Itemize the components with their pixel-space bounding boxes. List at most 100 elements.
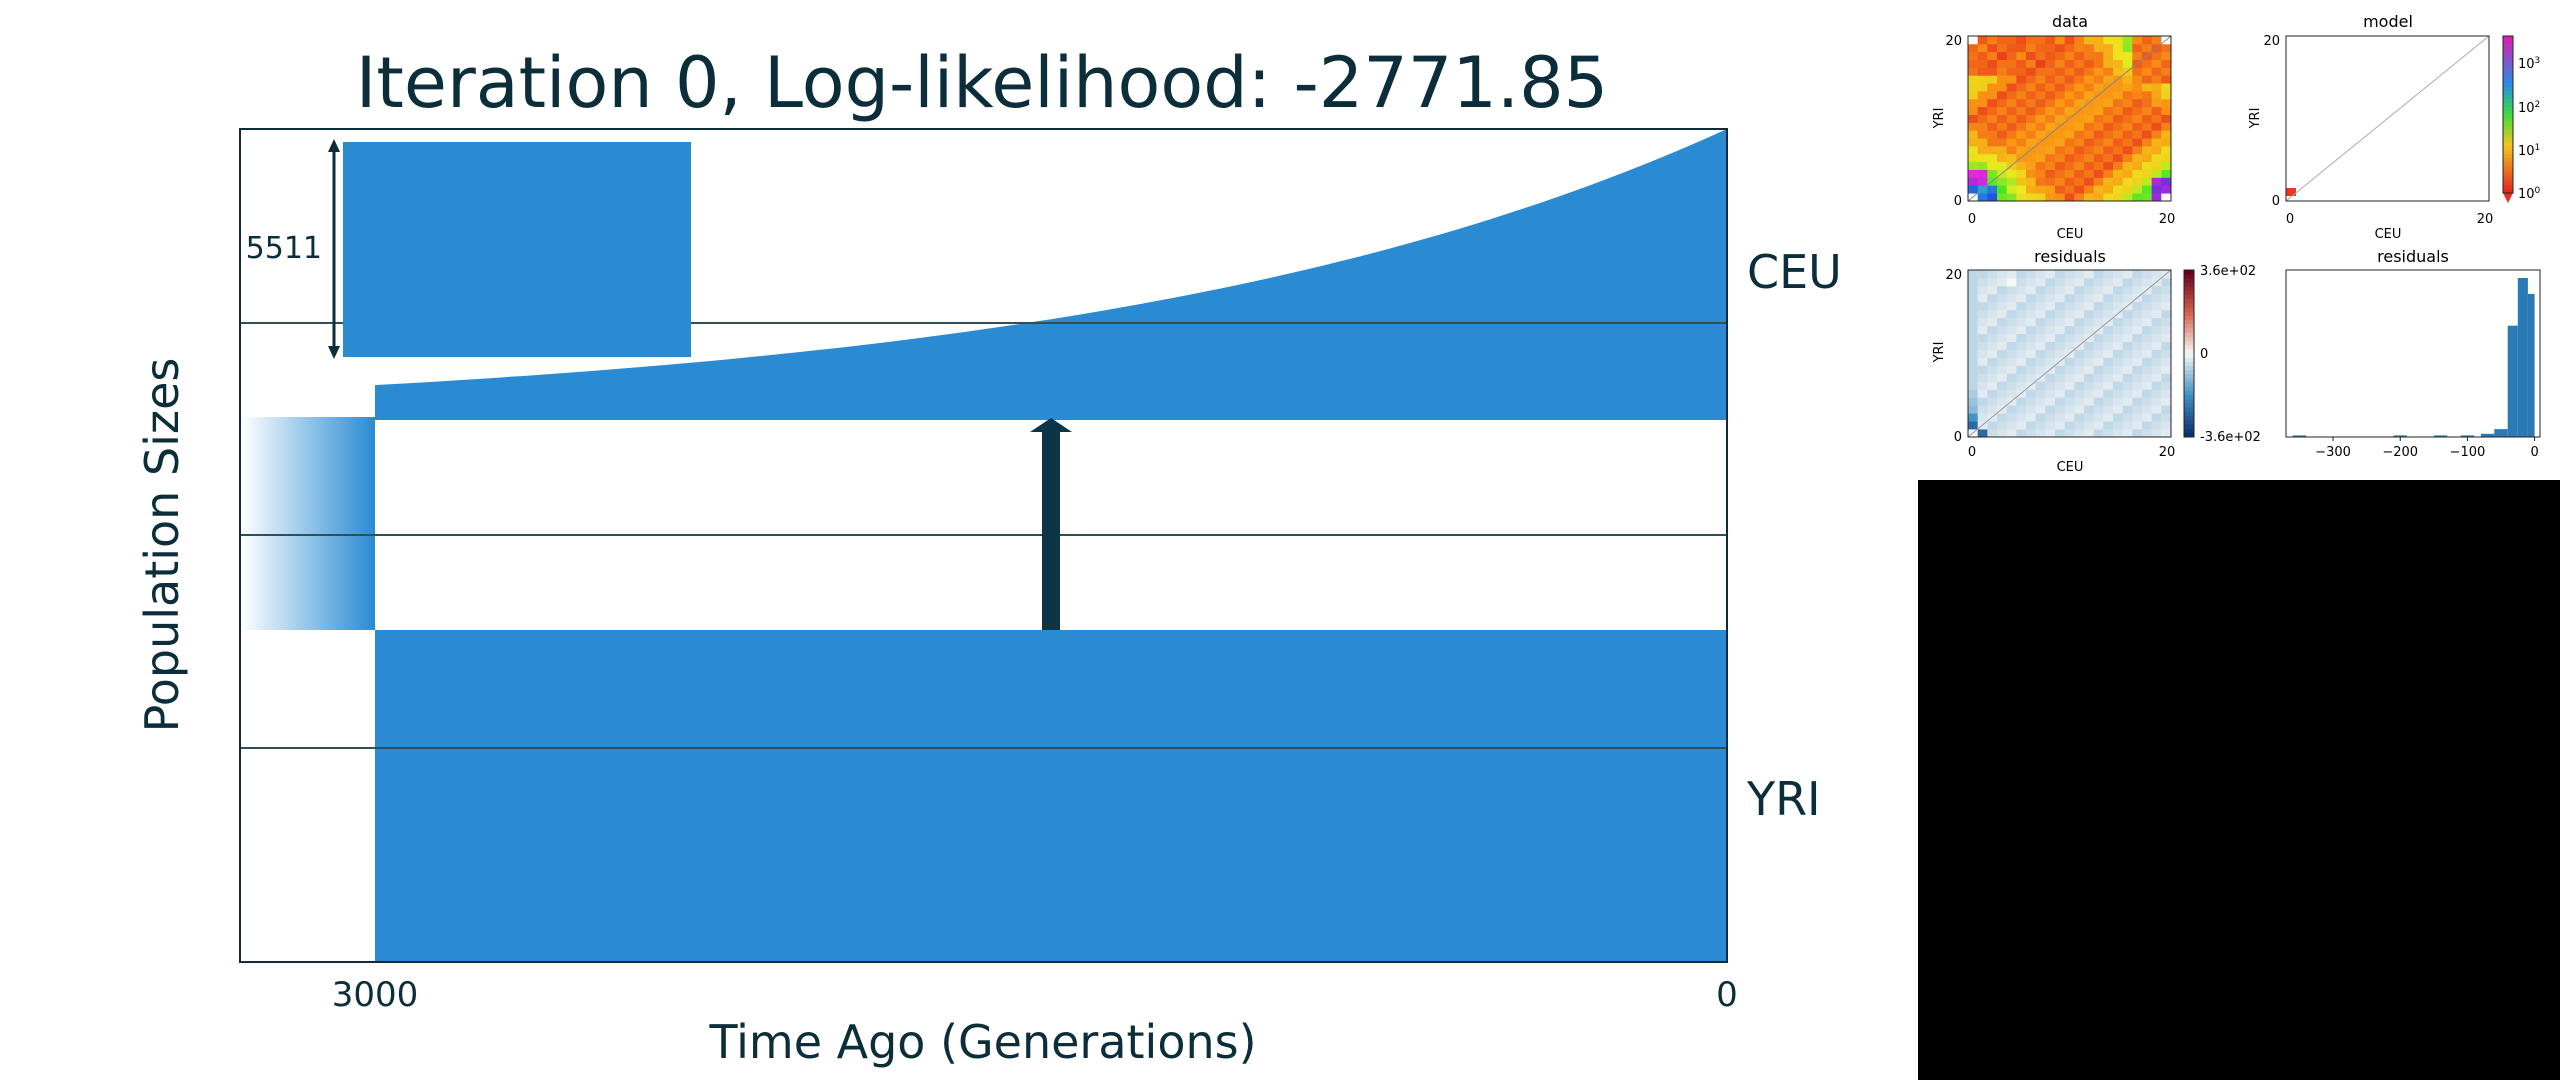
heatmap-cell: [2113, 130, 2124, 139]
heatmap-cell: [2132, 301, 2143, 311]
residuals-colorbar: [2184, 270, 2194, 438]
heatmap-cell: [2035, 285, 2046, 295]
heatmap-cell: [2122, 106, 2133, 115]
heatmap-cell: [2084, 106, 2095, 115]
heatmap-cell: [1997, 161, 2008, 170]
heatmap-cell: [2006, 153, 2017, 163]
heatmap-cell: [2132, 309, 2143, 319]
heatmap-cell: [2006, 325, 2017, 335]
heatmap-cell: [1977, 293, 1988, 303]
heatmap-cell: [2084, 301, 2095, 311]
heatmap-cell: [2122, 185, 2133, 194]
heatmap-cell: [2132, 98, 2143, 108]
heatmap-cell: [2142, 36, 2153, 45]
colorbar-segment: [2184, 357, 2194, 363]
heatmap-cell: [2006, 293, 2017, 303]
y-tick-label: 0: [2272, 194, 2280, 209]
residuals-heatmap: [1968, 270, 2172, 438]
heatmap-cell: [2016, 285, 2027, 295]
heatmap-cell: [2151, 381, 2162, 390]
y-tick-label: 0: [1954, 430, 1962, 445]
model-colorbar: [2503, 36, 2513, 194]
heatmap-cell: [1997, 389, 2008, 398]
heatmap-cell: [2093, 138, 2104, 147]
heatmap-cell: [2161, 67, 2172, 76]
histogram-bar: [2480, 433, 2495, 437]
x-tick-label: 0: [1716, 975, 1738, 1015]
heatmap-cell: [2161, 341, 2172, 350]
heatmap-cell: [2084, 193, 2095, 202]
heatmap-cell: [2016, 341, 2027, 350]
heatmap-cell: [2074, 67, 2085, 76]
heatmap-cell: [1977, 91, 1988, 100]
heatmap-cell: [2074, 405, 2085, 414]
heatmap-cell: [2006, 381, 2017, 390]
heatmap-cell: [2064, 153, 2075, 163]
y-tick-label: 0: [1954, 194, 1962, 209]
heatmap-cell: [2006, 357, 2017, 366]
model-cell: [2286, 188, 2296, 196]
heatmap-cell: [2055, 36, 2066, 45]
heatmap-cell: [1977, 177, 1988, 186]
heatmap-cell: [1968, 373, 1979, 382]
heatmap-cell: [2113, 153, 2124, 163]
heatmap-cell: [2122, 161, 2133, 170]
heatmap-cell: [2074, 185, 2085, 194]
heatmap-cell: [2161, 389, 2172, 398]
heatmap-cell: [2142, 301, 2153, 311]
heatmap-cell: [2161, 309, 2172, 319]
heatmap-cell: [2161, 193, 2172, 202]
scale-bar-label: 5511: [246, 231, 322, 266]
migration-arrow-shaft: [1042, 428, 1060, 630]
heatmap-cell: [1987, 169, 1998, 178]
heatmap-cell: [1977, 122, 1988, 131]
heatmap-cell: [2074, 177, 2085, 186]
heatmap-cell: [2151, 429, 2162, 438]
heatmap-cell: [2093, 365, 2104, 374]
heatmap-cell: [2142, 122, 2153, 131]
heatmap-cell: [2161, 59, 2172, 68]
heatmap-cell: [2093, 153, 2104, 163]
heatmap-cell: [2113, 177, 2124, 186]
colorbar-segment: [2184, 391, 2194, 396]
heatmap-cell: [2151, 357, 2162, 366]
heatmap-cell: [2103, 98, 2114, 108]
heatmap-cell: [2035, 185, 2046, 194]
heatmap-cell: [1997, 373, 2008, 382]
heatmap-cell: [2006, 349, 2017, 358]
heatmap-cell: [1987, 114, 1998, 123]
y-axis-label: YRI: [1932, 108, 1947, 130]
heatmap-cell: [2113, 67, 2124, 76]
heatmap-cell: [2016, 405, 2027, 414]
heatmap-cell: [2093, 293, 2104, 303]
heatmap-cell: [2026, 83, 2037, 92]
heatmap-cell: [2074, 59, 2085, 68]
heatmap-cell: [2093, 122, 2104, 131]
heatmap-cell: [2035, 317, 2046, 327]
heatmap-cell: [2103, 365, 2114, 374]
heatmap-cell: [1997, 146, 2008, 155]
heatmap-cell: [2016, 301, 2027, 311]
heatmap-cell: [2142, 146, 2153, 155]
heatmap-cell: [2055, 301, 2066, 311]
heatmap-cell: [2151, 293, 2162, 303]
heatmap-cell: [2035, 405, 2046, 414]
heatmap-cell: [1968, 83, 1979, 92]
heatmap-cell: [2016, 349, 2027, 358]
heatmap-cell: [2103, 309, 2114, 319]
heatmap-cell: [1968, 122, 1979, 131]
heatmap-cell: [2064, 51, 2075, 60]
heatmap-cell: [2151, 193, 2162, 202]
y-axis-label: Population Sizes: [135, 358, 189, 733]
heatmap-cell: [2026, 75, 2037, 84]
heatmap-cell: [2093, 130, 2104, 139]
heatmap-cell: [2026, 333, 2037, 342]
heatmap-cell: [2151, 67, 2162, 76]
heatmap-cell: [2113, 59, 2124, 68]
heatmap-cell: [2093, 373, 2104, 382]
heatmap-cell: [2016, 373, 2027, 382]
population-label-yri: YRI: [1746, 772, 1821, 826]
heatmap-cell: [2132, 91, 2143, 100]
heatmap-cell: [2103, 114, 2114, 123]
heatmap-cell: [2113, 98, 2124, 108]
